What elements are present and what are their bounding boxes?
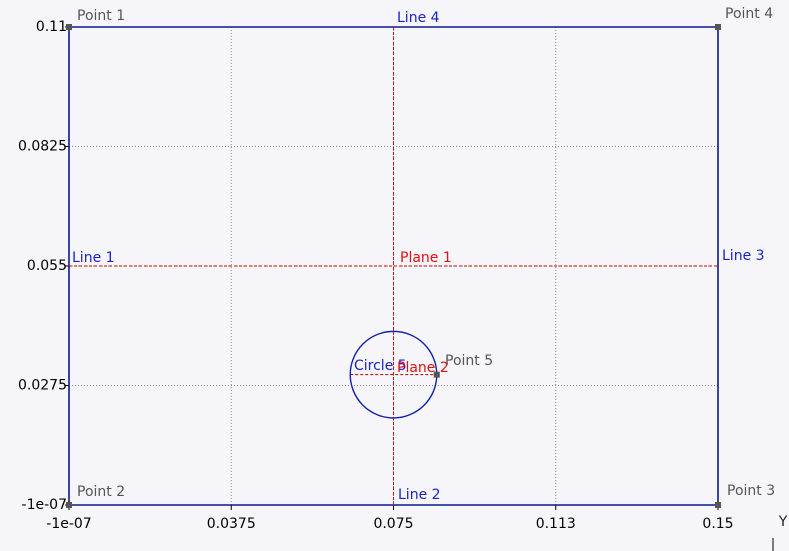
line-label: Line 1 — [72, 250, 115, 266]
point — [715, 24, 721, 30]
point-label: Point 1 — [77, 8, 125, 24]
axis-label: Y — [778, 514, 788, 530]
y-tick-label: 0.055 — [27, 258, 67, 274]
point — [66, 24, 73, 30]
line-label: Line 3 — [722, 248, 765, 264]
x-tick-label: 0.113 — [536, 516, 576, 532]
point-label: Point 4 — [725, 6, 773, 22]
plane-label: Plane 2 — [397, 360, 449, 376]
point — [715, 501, 721, 508]
point-label: Point 2 — [77, 484, 125, 500]
line-label: Line 4 — [397, 10, 440, 26]
x-tick-label: -1e-07 — [46, 516, 91, 532]
point-label: Point 3 — [727, 483, 775, 499]
point-label: Point 5 — [445, 353, 493, 369]
x-tick-label: 0.075 — [373, 516, 413, 532]
point — [66, 501, 73, 508]
y-tick-label: 0.0275 — [18, 377, 67, 393]
x-tick-label: 0.15 — [702, 516, 733, 532]
y-tick-label: 0.11 — [36, 19, 67, 35]
line-label: Line 2 — [398, 487, 441, 503]
point — [433, 371, 440, 378]
plane-label: Plane 1 — [400, 250, 452, 266]
x-tick-label: 0.0375 — [207, 516, 256, 532]
y-tick-label: -1e-07 — [22, 497, 67, 513]
y-tick-label: 0.0825 — [18, 138, 67, 154]
circle-label: Circle 5 — [354, 358, 407, 374]
